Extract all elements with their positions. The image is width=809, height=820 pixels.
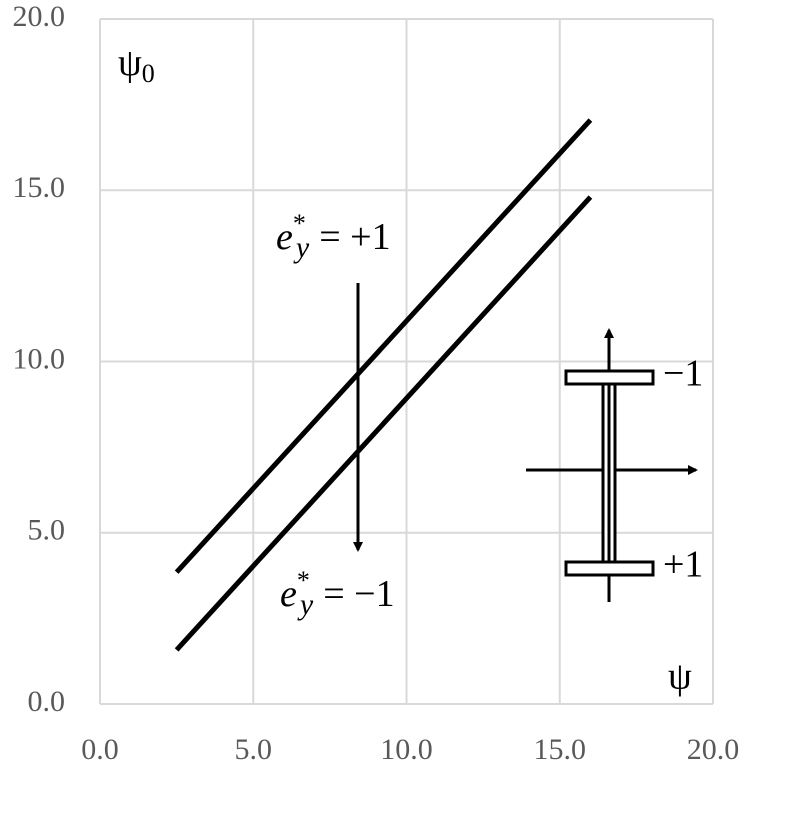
y-axis-label: ψ0 — [118, 42, 155, 88]
flange — [564, 369, 655, 386]
x-tick-label: 10.0 — [380, 733, 433, 766]
x-tick-label: 20.0 — [687, 733, 740, 766]
y-label-base: ψ — [118, 42, 142, 84]
ann-sup: * — [293, 209, 306, 238]
x-axis-label: ψ — [668, 656, 692, 698]
section-label: −1 — [663, 353, 703, 395]
x-tick-label: 15.0 — [534, 733, 587, 766]
y-tick-label: 5.0 — [28, 514, 66, 547]
x-tick-label: 5.0 — [235, 733, 273, 766]
ann-base: e — [280, 573, 297, 615]
annotation: e* y = +1 — [276, 209, 391, 264]
ann-base: e — [276, 216, 293, 258]
section-diagram — [526, 328, 698, 602]
ann-rest: = −1 — [323, 573, 394, 615]
lines — [174, 118, 593, 652]
section-label: +1 — [663, 544, 703, 586]
ann-sup: * — [297, 566, 310, 595]
x-tick-label: 0.0 — [81, 733, 119, 766]
series-line — [174, 195, 593, 652]
y-tick-label: 10.0 — [13, 342, 66, 375]
series-line — [174, 118, 593, 574]
annotation: e* y = −1 — [280, 566, 395, 621]
y-label-sub: 0 — [142, 59, 155, 88]
y-tick-label: 0.0 — [28, 685, 66, 718]
flange — [564, 560, 655, 577]
grid — [99, 18, 714, 705]
ann-sub: y — [297, 588, 314, 621]
y-tick-label: 15.0 — [13, 171, 66, 204]
y-tick-label: 20.0 — [13, 0, 66, 33]
ann-sub: y — [293, 231, 310, 264]
ann-rest: = +1 — [319, 216, 390, 258]
